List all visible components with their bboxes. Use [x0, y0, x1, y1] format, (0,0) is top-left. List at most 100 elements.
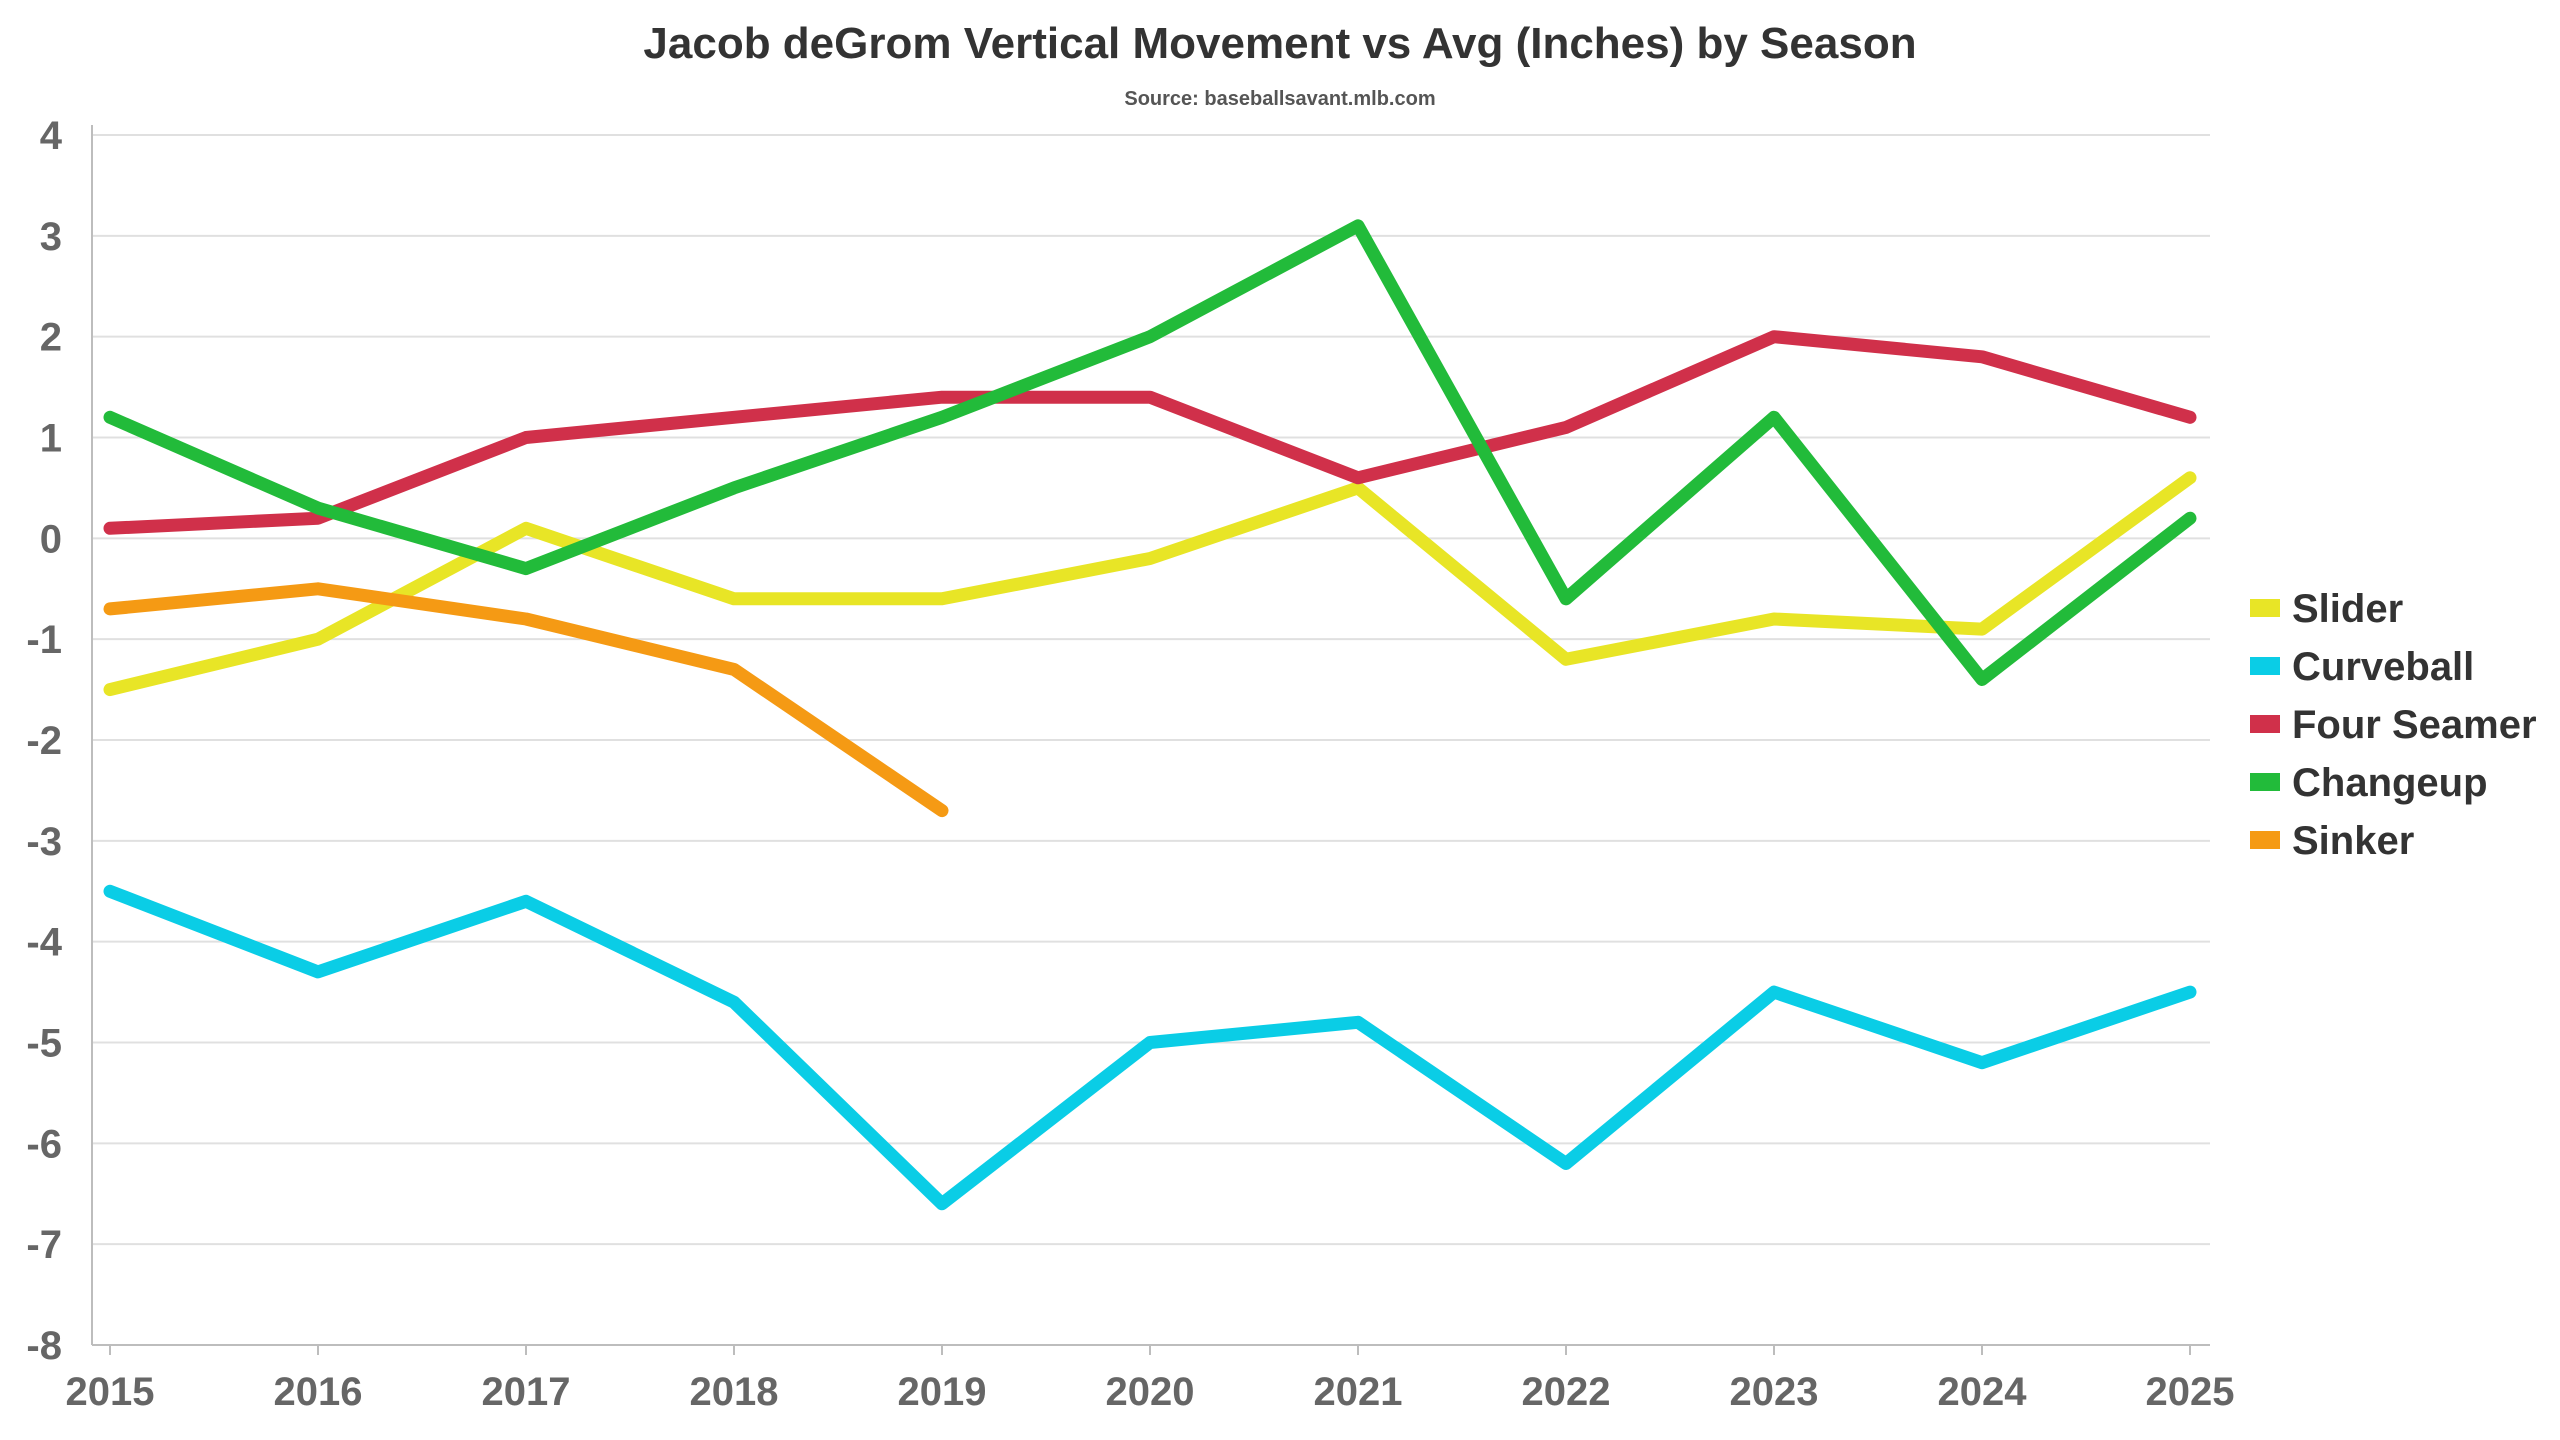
- x-tick-label: 2018: [690, 1370, 779, 1414]
- y-tick-label: -2: [26, 719, 62, 763]
- data-point-curveball: [107, 888, 113, 895]
- x-tick-label: 2023: [1730, 1370, 1819, 1414]
- legend-swatch: [2250, 773, 2280, 791]
- series-curveball: [103, 884, 2197, 1211]
- x-tick-label: 2016: [274, 1370, 363, 1414]
- x-tick-label: 2019: [898, 1370, 987, 1414]
- data-point-slider: [523, 525, 529, 532]
- data-point-four-seamer: [1147, 394, 1153, 401]
- x-tick-label: 2022: [1522, 1370, 1611, 1414]
- data-point-changeup: [523, 565, 529, 572]
- data-point-changeup: [1979, 676, 1985, 683]
- data-point-four-seamer: [2187, 414, 2193, 421]
- y-tick-label: 0: [40, 517, 62, 561]
- data-point-slider: [1771, 616, 1777, 622]
- data-point-slider: [315, 636, 321, 643]
- data-point-changeup: [1563, 595, 1569, 602]
- data-point-sinker: [315, 585, 321, 592]
- legend-label: Curveball: [2292, 645, 2474, 689]
- legend-item-sinker: Sinker: [2250, 819, 2414, 863]
- data-point-curveball: [1147, 1039, 1153, 1046]
- y-tick-label: -8: [26, 1324, 62, 1368]
- data-point-sinker: [523, 616, 529, 622]
- legend-label: Sinker: [2292, 819, 2414, 863]
- legend: Slider Curveball Four Seamer Changeup Sinker: [2250, 587, 2537, 863]
- data-point-changeup: [315, 505, 321, 512]
- data-point-curveball: [1771, 989, 1777, 996]
- data-point-curveball: [523, 898, 529, 905]
- legend-swatch: [2250, 715, 2280, 733]
- series-slider: [103, 471, 2197, 697]
- legend-swatch: [2250, 831, 2280, 849]
- data-point-slider: [1563, 656, 1569, 663]
- x-tick-label: 2021: [1314, 1370, 1403, 1414]
- chart-title: Jacob deGrom Vertical Movement vs Avg (I…: [643, 19, 1916, 68]
- x-tick-label: 2017: [482, 1370, 571, 1414]
- data-point-slider: [2187, 474, 2193, 481]
- data-point-sinker: [107, 605, 113, 612]
- series-line-four-seamer: [103, 330, 2197, 535]
- y-tick-label: 3: [40, 215, 62, 259]
- x-tick-label: 2020: [1106, 1370, 1195, 1414]
- data-point-curveball: [731, 999, 737, 1006]
- legend-item-slider: Slider: [2250, 587, 2403, 631]
- series-line-curveball: [103, 884, 2197, 1211]
- series-changeup: [103, 219, 2197, 686]
- series-line-slider: [103, 471, 2197, 697]
- x-tick-label: 2024: [1938, 1370, 2028, 1414]
- legend-swatch: [2250, 599, 2280, 617]
- series-line-sinker: [103, 582, 949, 818]
- data-point-curveball: [1979, 1059, 1985, 1066]
- legend-item-changeup: Changeup: [2250, 761, 2488, 805]
- data-point-slider: [1147, 555, 1153, 562]
- x-tick-label: 2015: [66, 1370, 155, 1414]
- data-point-slider: [107, 686, 113, 693]
- y-tick-label: -1: [26, 618, 62, 662]
- data-point-slider: [1979, 626, 1985, 633]
- y-tick-label: -7: [26, 1223, 62, 1267]
- data-point-four-seamer: [107, 525, 113, 532]
- data-point-changeup: [1771, 414, 1777, 421]
- legend-label: Four Seamer: [2292, 703, 2537, 747]
- data-point-four-seamer: [523, 434, 529, 441]
- y-tick-label: -5: [26, 1022, 62, 1066]
- series-sinker: [103, 582, 949, 818]
- data-point-curveball: [939, 1200, 945, 1207]
- series-line-changeup: [103, 219, 2197, 686]
- data-point-changeup: [2187, 515, 2193, 522]
- y-tick-label: -4: [26, 921, 62, 965]
- data-point-four-seamer: [731, 414, 737, 421]
- data-point-changeup: [731, 484, 737, 491]
- legend-item-curveball: Curveball: [2250, 645, 2474, 689]
- data-point-sinker: [939, 807, 945, 814]
- data-point-curveball: [315, 968, 321, 975]
- data-point-slider: [1355, 484, 1361, 491]
- legend-label: Slider: [2292, 587, 2403, 631]
- data-point-four-seamer: [1355, 474, 1361, 481]
- x-tick-label: 2025: [2146, 1370, 2235, 1414]
- data-point-curveball: [1355, 1019, 1361, 1026]
- data-point-curveball: [2187, 989, 2193, 996]
- data-point-four-seamer: [315, 515, 321, 522]
- y-tick-label: 4: [40, 114, 63, 158]
- data-point-slider: [939, 595, 945, 602]
- legend-swatch: [2250, 657, 2280, 675]
- chart-subtitle: Source: baseballsavant.mlb.com: [1124, 88, 1435, 110]
- legend-label: Changeup: [2292, 761, 2488, 805]
- data-point-four-seamer: [1771, 333, 1777, 340]
- legend-item-four-seamer: Four Seamer: [2250, 703, 2537, 747]
- y-tick-label: -3: [26, 820, 62, 864]
- data-point-slider: [731, 595, 737, 602]
- data-point-changeup: [1355, 222, 1361, 229]
- data-point-four-seamer: [1563, 424, 1569, 431]
- data-point-curveball: [1563, 1160, 1569, 1167]
- data-point-four-seamer: [939, 394, 945, 401]
- series-four-seamer: [103, 330, 2197, 535]
- data-point-changeup: [107, 414, 113, 421]
- y-tick-label: 2: [40, 316, 62, 360]
- data-point-changeup: [1147, 333, 1153, 340]
- data-point-changeup: [939, 414, 945, 421]
- series-lines: [103, 219, 2197, 1211]
